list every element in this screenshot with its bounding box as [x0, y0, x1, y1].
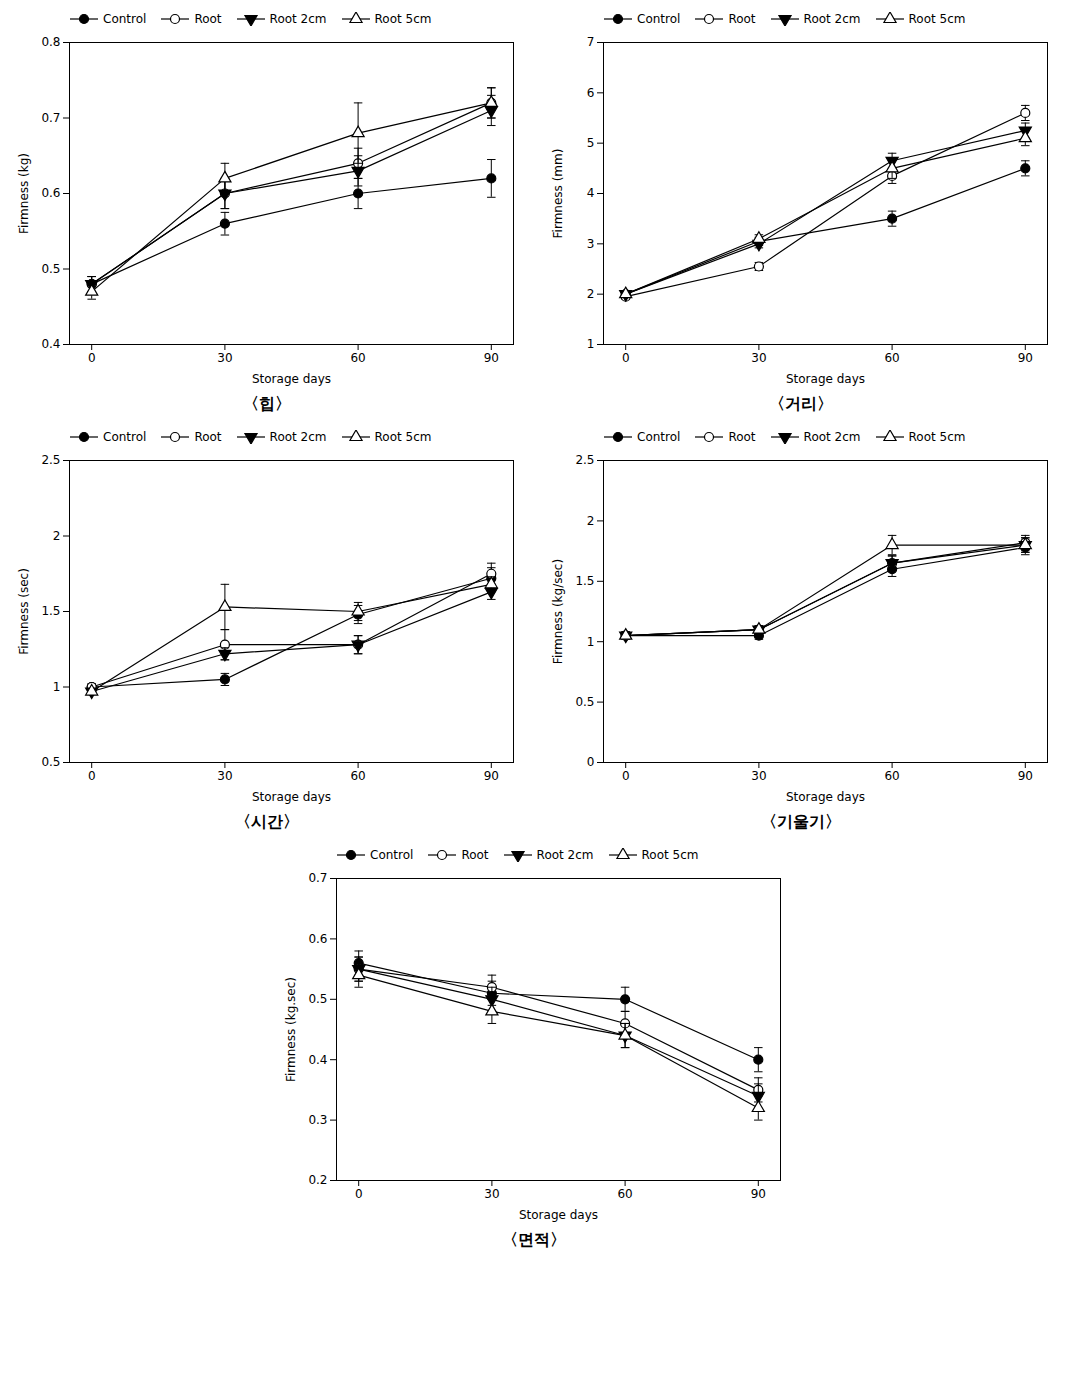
- svg-text:0.3: 0.3: [308, 1113, 327, 1127]
- svg-text:60: 60: [884, 769, 899, 783]
- html-text:Root 5cm: Root 5cm: [908, 430, 966, 444]
- svg-text:0.7: 0.7: [41, 111, 60, 125]
- html-text:Control: Control: [637, 430, 681, 444]
- svg-text:0: 0: [88, 351, 96, 365]
- html-text:Root: Root: [728, 430, 756, 444]
- html-text:Control: Control: [637, 12, 681, 26]
- svg-text:30: 30: [217, 769, 232, 783]
- svg-text:3: 3: [587, 237, 595, 251]
- html-text:〈기울기〉: 〈기울기〉: [761, 812, 841, 831]
- svg-text:Firmness (kg.sec): Firmness (kg.sec): [284, 977, 298, 1082]
- svg-text:Firmness (kg/sec): Firmness (kg/sec): [551, 559, 565, 664]
- svg-text:30: 30: [751, 769, 766, 783]
- svg-text:0: 0: [355, 1187, 363, 1201]
- html-text:〈면적〉: 〈면적〉: [502, 1230, 566, 1249]
- svg-text:1: 1: [53, 680, 61, 694]
- svg-text:0.8: 0.8: [41, 35, 60, 49]
- svg-text:5: 5: [587, 136, 595, 150]
- html-text:Control: Control: [103, 430, 147, 444]
- svg-text:2: 2: [587, 287, 595, 301]
- svg-text:0: 0: [88, 769, 96, 783]
- svg-text:30: 30: [217, 351, 232, 365]
- svg-text:0.4: 0.4: [41, 337, 60, 351]
- svg-text:1.5: 1.5: [41, 604, 60, 618]
- svg-text:0.4: 0.4: [308, 1053, 327, 1067]
- svg-text:30: 30: [484, 1187, 499, 1201]
- html-text:Root 2cm: Root 2cm: [803, 430, 861, 444]
- svg-text:90: 90: [1018, 769, 1033, 783]
- html-text:Control: Control: [103, 12, 147, 26]
- svg-text:60: 60: [617, 1187, 632, 1201]
- svg-text:2: 2: [587, 514, 595, 528]
- html-text:Root: Root: [461, 848, 489, 862]
- html-text:〈시간〉: 〈시간〉: [235, 812, 299, 831]
- svg-text:7: 7: [587, 35, 595, 49]
- svg-text:Storage days: Storage days: [252, 372, 331, 386]
- svg-text:Storage days: Storage days: [252, 790, 331, 804]
- svg-text:0.5: 0.5: [41, 262, 60, 276]
- html-text:Root 2cm: Root 2cm: [269, 430, 327, 444]
- svg-text:60: 60: [350, 351, 365, 365]
- svg-text:Storage days: Storage days: [786, 372, 865, 386]
- svg-text:1: 1: [587, 337, 595, 351]
- svg-text:Firmness (sec): Firmness (sec): [17, 568, 31, 655]
- svg-text:0.2: 0.2: [308, 1173, 327, 1187]
- html-text:〈힙〉: 〈힙〉: [243, 394, 291, 413]
- html-text:Root 5cm: Root 5cm: [641, 848, 699, 862]
- svg-text:6: 6: [587, 86, 595, 100]
- html-text:Root: Root: [728, 12, 756, 26]
- html-text:Root 5cm: Root 5cm: [374, 430, 432, 444]
- svg-text:0.5: 0.5: [308, 992, 327, 1006]
- html-text:Root 2cm: Root 2cm: [536, 848, 594, 862]
- svg-text:0.6: 0.6: [41, 186, 60, 200]
- svg-text:2.5: 2.5: [575, 453, 594, 467]
- svg-text:0: 0: [622, 769, 630, 783]
- html-text:Control: Control: [370, 848, 414, 862]
- svg-text:90: 90: [484, 769, 499, 783]
- html-text:Root 5cm: Root 5cm: [908, 12, 966, 26]
- svg-text:0.5: 0.5: [41, 755, 60, 769]
- html-text:Root: Root: [194, 12, 222, 26]
- svg-text:90: 90: [1018, 351, 1033, 365]
- svg-text:0: 0: [622, 351, 630, 365]
- svg-text:Storage days: Storage days: [786, 790, 865, 804]
- svg-text:60: 60: [350, 769, 365, 783]
- html-text:Root 2cm: Root 2cm: [269, 12, 327, 26]
- svg-text:0: 0: [587, 755, 595, 769]
- svg-text:60: 60: [884, 351, 899, 365]
- html-text:Root: Root: [194, 430, 222, 444]
- svg-text:Firmness (mm): Firmness (mm): [551, 149, 565, 239]
- html-text:Root 5cm: Root 5cm: [374, 12, 432, 26]
- svg-text:4: 4: [587, 186, 595, 200]
- svg-text:2: 2: [53, 529, 61, 543]
- svg-text:Storage days: Storage days: [519, 1208, 598, 1222]
- svg-text:90: 90: [484, 351, 499, 365]
- svg-text:30: 30: [751, 351, 766, 365]
- svg-text:1: 1: [587, 635, 595, 649]
- svg-text:2.5: 2.5: [41, 453, 60, 467]
- svg-text:0.7: 0.7: [308, 871, 327, 885]
- svg-text:1.5: 1.5: [575, 574, 594, 588]
- html-text:〈거리〉: 〈거리〉: [769, 394, 833, 413]
- svg-text:0.5: 0.5: [575, 695, 594, 709]
- html-text:Root 2cm: Root 2cm: [803, 12, 861, 26]
- svg-text:0.6: 0.6: [308, 932, 327, 946]
- svg-text:Firmness (kg): Firmness (kg): [17, 153, 31, 234]
- svg-text:90: 90: [751, 1187, 766, 1201]
